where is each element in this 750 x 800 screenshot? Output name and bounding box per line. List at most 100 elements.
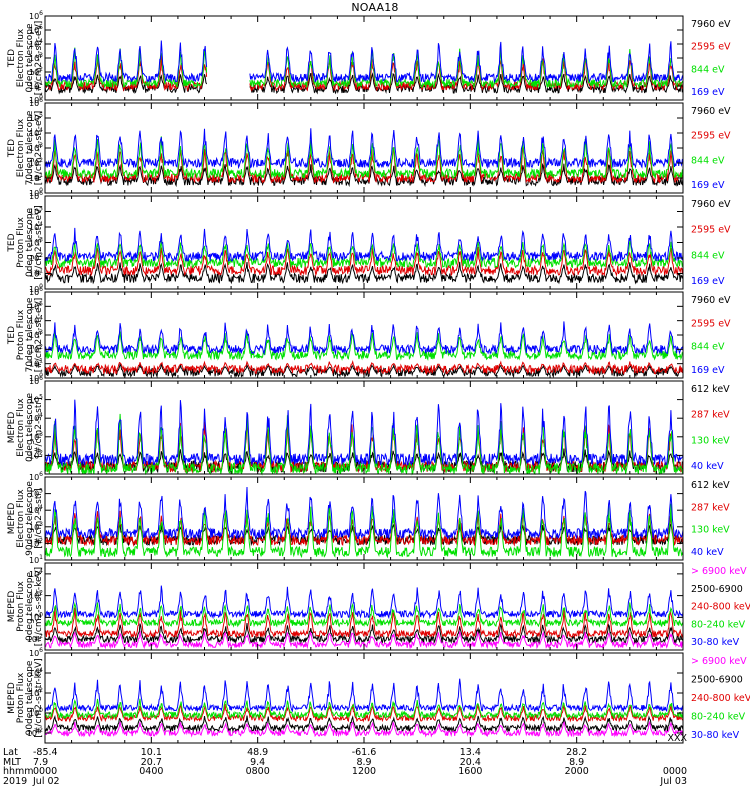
y-axis-label: TEDProton Flux0deg telescope[#/cm2-s-str… [7, 205, 44, 280]
legend-entry: 7960 eV [691, 106, 731, 117]
trace-7960-ev [44, 261, 684, 285]
legend-entry: 80-240 keV [691, 712, 746, 723]
x-hhmm-label: 0000 [663, 766, 687, 777]
legend-entry: 287 keV [691, 410, 730, 421]
x-mlt-label: 7.9 [33, 757, 48, 768]
legend-entry: 612 keV [691, 384, 730, 395]
legend-entry: 2595 eV [691, 225, 731, 236]
legend-entry: 844 eV [691, 155, 725, 166]
y-tick-label: 106 [29, 286, 43, 297]
x-hhmm-label: 2000 [565, 766, 589, 777]
y-tick-label: 106 [29, 10, 43, 21]
legend-entry: 287 keV [691, 502, 730, 513]
legend-entry: 2595 eV [691, 42, 731, 53]
trace-169-ev [44, 227, 684, 263]
legend-entry: 7960 eV [691, 199, 731, 210]
y-tick-label: 101 [29, 268, 43, 279]
y-tick-label: 102 [29, 449, 43, 460]
y-tick-label: 100 [29, 187, 43, 198]
legend-entry: 612 keV [691, 480, 730, 491]
legend-entry: 844 eV [691, 64, 725, 75]
x-mlt-label: 20.7 [141, 757, 162, 768]
y-tick-label: 102 [29, 537, 43, 548]
legend-entry: 169 eV [691, 365, 725, 376]
y-tick-label: 105 [29, 488, 43, 499]
y-tick-label: 100 [29, 94, 43, 105]
y-tick-label: 103 [29, 237, 43, 248]
x-mlt-label: 20.4 [460, 757, 481, 768]
x-row-label: 2019 [3, 776, 27, 787]
y-axis-label: MEPEDElectron Flux90deg telescope[#/cm2-… [7, 481, 44, 556]
x-lat-label: 13.4 [460, 747, 481, 758]
y-tick-label: 103 [29, 329, 43, 340]
trace-169-ev [44, 40, 684, 84]
trace-30-80-kev [44, 678, 684, 713]
legend-entry: 2595 eV [691, 131, 731, 142]
legend-entry: 130 keV [691, 525, 730, 536]
trace--6900-kev [44, 720, 684, 738]
y-axis-label: MEPEDProton Flux90deg telescope[#/cm2-s-… [7, 658, 44, 737]
x-hhmm-label: 0800 [246, 766, 270, 777]
y-tick-label: 105 [29, 394, 43, 405]
x-row-label: Lat [3, 747, 18, 758]
legend-entry: 2500-6900 [691, 675, 743, 686]
legend-entry: 7960 eV [691, 19, 731, 30]
trace-169-ev [44, 128, 684, 170]
y-axis-label: MEPEDProton Flux0deg telescope[#/cm2-s-s… [7, 567, 44, 646]
trace-844-ev [44, 135, 684, 180]
trace-80-240-kev [44, 698, 684, 720]
y-tick-label: 100 [29, 611, 43, 622]
x-date-label: Jul 02 [32, 776, 60, 787]
trace-287-kev [44, 510, 684, 547]
legend-entry: 2595 eV [691, 318, 731, 329]
trace-30-80-kev [44, 585, 684, 620]
trace-2595-ev [44, 246, 684, 277]
y-tick-label: 104 [29, 568, 43, 579]
y-tick-label: 102 [29, 590, 43, 601]
y-tick-label: 102 [29, 252, 43, 263]
y-tick-label: 100 [29, 372, 43, 383]
x-lat-label: 28.2 [566, 747, 587, 758]
x-row-label: hhmm [3, 766, 34, 777]
legend-entry: > 6900 keV [691, 656, 747, 667]
legend-entry: 169 eV [691, 180, 725, 191]
x-lat-label: 48.9 [247, 747, 268, 758]
y-tick-label: 101 [29, 172, 43, 183]
legend-entry: 2500-6900 [691, 584, 743, 595]
trace-169-ev [44, 321, 684, 356]
y-axis-label: TEDProton Flux70deg telescope[#/cm2-s-st… [7, 297, 44, 372]
x-date-label: Jul 03 [659, 776, 687, 787]
y-tick-label: 10-2 [27, 727, 43, 738]
legend-entry: 240-800 keV [691, 693, 750, 704]
x-lat-label: -85.4 [33, 747, 58, 758]
y-tick-label: 104 [29, 127, 43, 138]
x-hhmm-label: 0400 [139, 766, 163, 777]
y-tick-label: 103 [29, 52, 43, 63]
y-tick-label: 100 [29, 707, 43, 718]
legend-entry: 30-80 keV [691, 637, 740, 648]
end-mark: XXX [667, 733, 687, 744]
y-tick-label: 106 [29, 97, 43, 108]
panel-3: 100 101 102 103 104 105 106 TEDProton Flux0deg … [7, 190, 731, 294]
legend-entry: 844 eV [691, 342, 725, 353]
y-tick-label: 105 [29, 112, 43, 123]
y-tick-label: 102 [29, 343, 43, 354]
y-tick-label: 104 [29, 504, 43, 515]
y-tick-label: 104 [29, 315, 43, 326]
trace-240-800-kev [44, 607, 684, 639]
x-hhmm-label: 0000 [33, 766, 57, 777]
y-tick-label: 106 [29, 190, 43, 201]
legend-entry: 40 keV [691, 461, 724, 472]
y-tick-label: 105 [29, 24, 43, 35]
y-tick-label: 104 [29, 412, 43, 423]
panel-2: 100 101 102 103 104 105 106 TEDElectron Flux70d… [7, 97, 731, 198]
trace-2500-6900 [44, 622, 684, 645]
y-tick-label: 101 [29, 358, 43, 369]
y-tick-label: 105 [29, 300, 43, 311]
x-mlt-label: 8.9 [569, 757, 584, 768]
y-tick-label: 103 [29, 142, 43, 153]
y-tick-label: 104 [29, 221, 43, 232]
